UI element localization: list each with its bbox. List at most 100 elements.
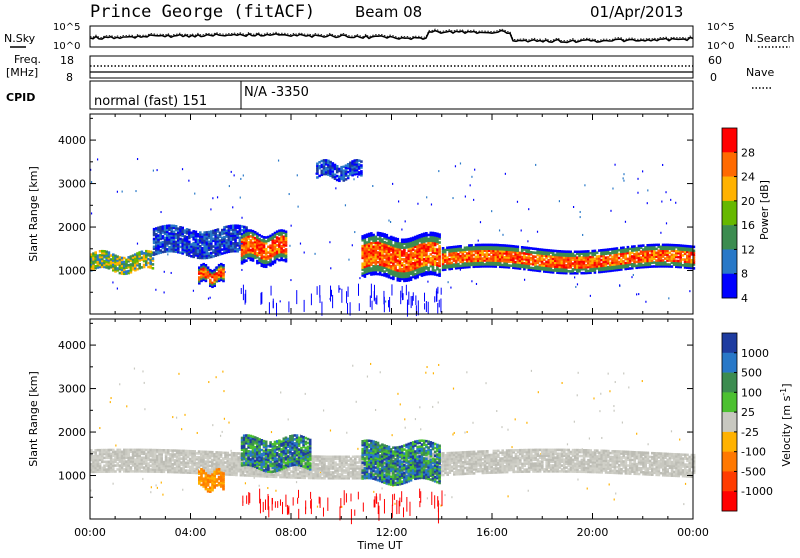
power-ytick-label: 2000 <box>58 221 86 234</box>
velocity-heatmap <box>90 363 695 524</box>
power-speckle <box>647 189 648 191</box>
velocity-speckle <box>472 422 473 424</box>
power-speckle <box>452 197 453 199</box>
power-speckle <box>577 283 578 285</box>
power-speckle <box>112 281 113 283</box>
power-speckle <box>208 298 209 300</box>
power-cell <box>217 228 220 231</box>
power-streak <box>441 288 442 295</box>
velocity-speckle <box>352 365 353 367</box>
noise-left-tick-top: 10^5 <box>53 22 80 33</box>
power-streak <box>376 295 377 304</box>
noise-right-tick-bottom: 10^0 <box>707 41 734 52</box>
power-speckle <box>280 300 281 302</box>
power-cell <box>438 245 441 248</box>
power-speckle <box>637 178 638 180</box>
power-streak <box>400 291 401 304</box>
power-speckle <box>471 280 472 282</box>
power-cell <box>188 241 191 244</box>
power-speckle <box>171 272 172 274</box>
station-title: Prince George (fitACF) <box>90 2 315 22</box>
power-speckle <box>537 231 538 233</box>
power-colorbar-swatch <box>722 274 737 299</box>
freq-tick-bottom: 8 <box>66 71 73 84</box>
velocity-speckle <box>438 401 439 403</box>
velocity-speckle <box>452 433 453 435</box>
velocity-speckle <box>574 421 575 423</box>
velocity-speckle <box>593 397 594 399</box>
power-speckle <box>471 176 472 178</box>
freq-label-line1: Freq. <box>14 53 41 66</box>
power-streak <box>402 293 403 300</box>
power-streak <box>288 301 289 312</box>
velocity-speckle <box>156 484 157 486</box>
velocity-speckle <box>184 414 185 416</box>
power-speckle <box>210 297 211 299</box>
velocity-speckle <box>275 490 276 492</box>
noise-sky-trace <box>90 31 693 43</box>
power-speckle <box>217 196 218 198</box>
power-speckle <box>580 216 581 218</box>
velocity-speckle <box>420 428 421 430</box>
power-cell <box>459 245 462 248</box>
power-speckle <box>122 191 123 193</box>
velocity-speckle <box>150 491 151 493</box>
velocity-speckle <box>381 487 382 489</box>
velocity-speckle <box>216 376 217 378</box>
power-streak <box>408 292 409 305</box>
velocity-speckle <box>375 409 376 411</box>
power-streak <box>389 297 390 312</box>
velocity-speckle <box>683 503 684 505</box>
power-cell <box>222 264 225 267</box>
power-streak <box>347 303 348 314</box>
velocity-speckle <box>507 429 508 431</box>
power-speckle <box>460 162 461 164</box>
nave-tick-top: 60 <box>708 54 722 67</box>
power-speckle <box>304 252 305 254</box>
velocity-speckle <box>451 496 452 498</box>
power-speckle <box>438 170 439 172</box>
power-cell <box>195 231 198 234</box>
velocity-speckle <box>134 368 135 370</box>
power-speckle <box>689 290 690 292</box>
velocity-speckle <box>636 433 637 435</box>
velocity-speckle <box>528 490 529 492</box>
cpid-segment-2: N/A -3350 <box>244 85 309 100</box>
power-cell <box>138 263 141 266</box>
power-speckle <box>470 184 471 186</box>
power-speckle <box>212 197 213 199</box>
power-streak <box>245 294 246 305</box>
power-cell <box>528 247 531 250</box>
power-speckle <box>157 169 158 171</box>
power-speckle <box>352 244 353 246</box>
power-speckle <box>448 281 449 283</box>
velocity-speckle <box>144 408 145 410</box>
velocity-speckle <box>531 370 532 372</box>
velocity-speckle <box>615 381 616 383</box>
velocity-speckle <box>231 450 232 452</box>
power-speckle <box>298 206 299 208</box>
velocity-speckle <box>394 503 395 505</box>
power-cell <box>181 227 184 230</box>
power-speckle <box>666 222 667 224</box>
power-streak <box>375 298 376 304</box>
velocity-speckle <box>271 431 272 433</box>
date-title: 01/Apr/2013 <box>590 3 683 21</box>
velocity-speckle <box>628 386 629 388</box>
cpid-label: CPID <box>6 91 35 104</box>
noise-panel: N.Sky 10^5 10^0 10^5 10^0 N.Search <box>4 22 795 52</box>
power-speckle <box>240 197 241 199</box>
power-speckle <box>623 173 624 175</box>
power-speckle <box>240 178 241 180</box>
power-speckle <box>348 259 349 261</box>
power-speckle <box>91 181 92 183</box>
velocity-speckle <box>419 406 420 408</box>
power-speckle <box>335 187 336 189</box>
power-speckle <box>417 203 418 205</box>
freq-label-line2: [MHz] <box>6 66 38 79</box>
power-streak <box>319 285 320 297</box>
noise-right-label: N.Search <box>745 32 795 45</box>
power-cell <box>209 279 212 282</box>
power-streak <box>406 285 407 295</box>
